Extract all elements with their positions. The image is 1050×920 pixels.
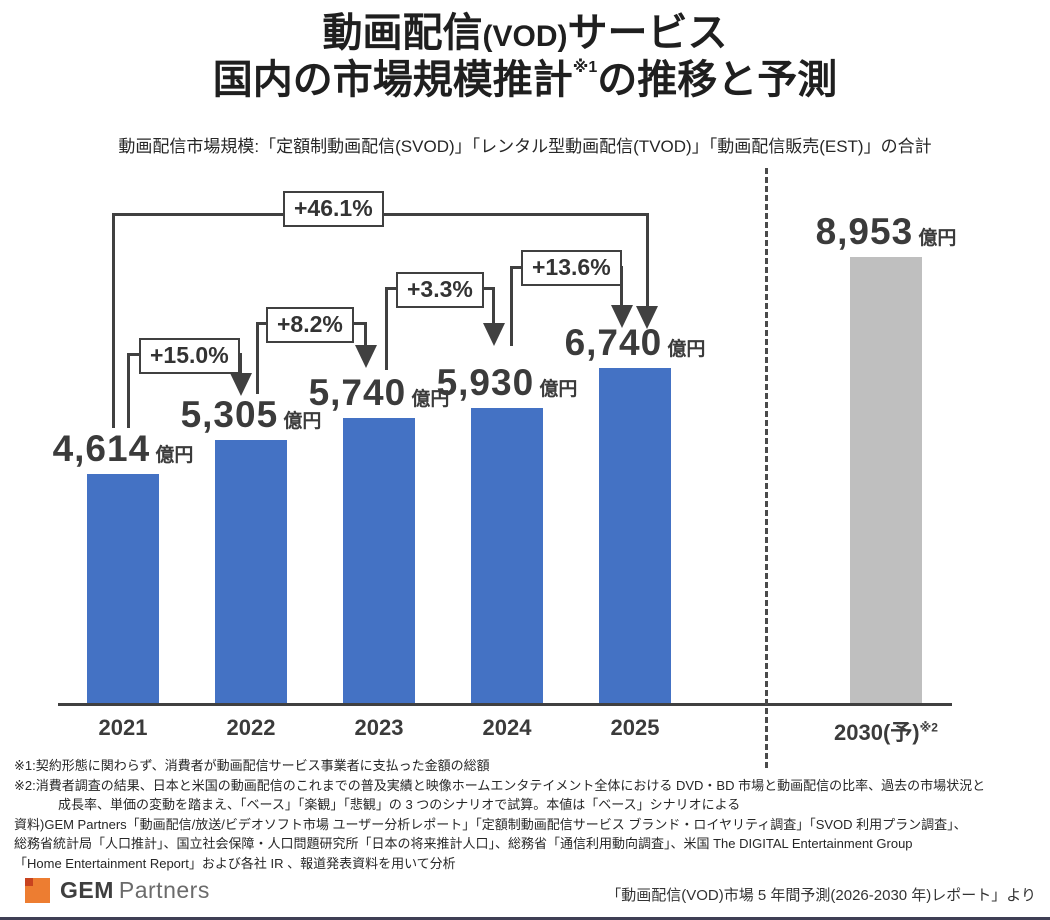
x-label-2022: 2022 [226, 715, 276, 740]
source-line-3: 「Home Entertainment Report」および各社 IR 、報道発… [14, 855, 456, 871]
chart-subtitle: 動画配信市場規模:「定額制動画配信(SVOD)」「レンタル型動画配信(TVOD)… [118, 137, 932, 156]
logo-square-icon [25, 878, 50, 903]
bar-2024 [471, 408, 543, 705]
growth-label-2021-2025: +46.1% [283, 191, 384, 228]
bracket-line [127, 353, 139, 356]
value-label-2022: 5,305 億円 [181, 396, 322, 433]
value-number: 5,930 [436, 362, 535, 403]
report-source-note: 「動画配信(VOD)市場 5 年間予測(2026-2030 年)レポート」より [606, 887, 1036, 904]
value-unit: 億円 [150, 445, 194, 466]
value-number: 6,740 [564, 322, 663, 363]
growth-label-2024-2025: +13.6% [521, 250, 622, 287]
x-label-2021: 2021 [98, 715, 148, 740]
bracket-line [256, 322, 266, 325]
value-unit: 億円 [534, 379, 578, 400]
page-title: 動画配信(VOD)サービス 国内の市場規模推計※1の推移と予測 [0, 10, 1050, 104]
title-line-1: 動画配信(VOD)サービス [322, 11, 728, 55]
bar-2023 [343, 418, 415, 705]
logo-text: GEM Partners [60, 877, 210, 903]
x-axis-line [58, 703, 952, 706]
value-label-2025: 6,740 億円 [565, 324, 706, 361]
value-label-2023: 5,740 億円 [309, 374, 450, 411]
bar-2021 [87, 474, 159, 705]
title-line-2: 国内の市場規模推計※1の推移と予測 [212, 58, 838, 103]
bracket-line [112, 213, 115, 428]
value-number: 4,614 [52, 428, 151, 469]
value-unit: 億円 [662, 339, 706, 360]
arrow-down-icon [611, 305, 633, 328]
source-line-1: 資料)GEM Partners「動画配信/放送/ビデオソフト市場 ユーザー分析レ… [14, 816, 967, 832]
footnote-2-continued: 成長率、単価の変動を踏まえ、「ベース」「楽観」「悲観」の 3 つのシナリオで試算… [58, 797, 741, 812]
value-number: 5,740 [308, 372, 407, 413]
bracket-line [620, 266, 623, 307]
footnote-2: ※2:消費者調査の結果、日本と米国の動画配信のこれまでの普及実績と映像ホームエン… [14, 777, 986, 793]
footnote-ref-2: ※2 [919, 720, 938, 735]
growth-label-2023-2024: +3.3% [396, 272, 484, 309]
value-number: 5,305 [180, 394, 279, 435]
value-number: 8,953 [815, 211, 914, 252]
bracket-line [385, 287, 396, 290]
bar-2030(予) [850, 257, 922, 705]
bottom-accent-strip [0, 917, 1050, 920]
growth-label-2022-2023: +8.2% [266, 307, 354, 344]
value-label-2024: 5,930 億円 [437, 364, 578, 401]
bar-2025 [599, 368, 671, 705]
bracket-line [482, 287, 495, 290]
x-label-2025: 2025 [610, 715, 660, 740]
bracket-line [354, 322, 367, 325]
arrow-down-icon [483, 323, 505, 346]
value-label-2030(予): 8,953 億円 [816, 213, 957, 250]
logo-accent-icon [25, 878, 33, 886]
bracket-line [492, 287, 495, 325]
value-unit: 億円 [913, 228, 957, 249]
x-label-2024: 2024 [482, 715, 532, 740]
bracket-line [510, 266, 513, 346]
footnote-ref-1: ※1 [572, 59, 598, 77]
bracket-line [646, 213, 649, 308]
bracket-line [127, 353, 130, 428]
bar-2022 [215, 440, 287, 705]
growth-label-2021-2022: +15.0% [139, 338, 240, 375]
source-line-2: 総務省統計局「人口推計」、国立社会保障・人口問題研究所「日本の将来推計人口」、総… [14, 836, 913, 851]
bracket-line [385, 287, 388, 370]
bracket-line [256, 322, 259, 394]
bracket-line [239, 353, 242, 375]
x-label-2023: 2023 [354, 715, 404, 740]
arrow-down-icon [355, 345, 377, 368]
forecast-separator-line [765, 168, 768, 768]
footnote-1: ※1:契約形態に関わらず、消費者が動画配信サービス事業者に支払った金額の総額 [14, 758, 490, 773]
bracket-line [510, 266, 521, 269]
arrow-down-icon [230, 373, 252, 396]
x-label-2030(予): 2030(予)※2 [834, 720, 938, 745]
footnotes: ※1:契約形態に関わらず、消費者が動画配信サービス事業者に支払った金額の総額 ※… [14, 756, 985, 873]
value-unit: 億円 [278, 411, 322, 432]
value-unit: 億円 [406, 389, 450, 410]
arrow-down-icon [636, 306, 658, 329]
gem-partners-logo: GEM Partners [25, 877, 210, 904]
bracket-line [364, 322, 367, 347]
value-label-2021: 4,614 億円 [53, 430, 194, 467]
